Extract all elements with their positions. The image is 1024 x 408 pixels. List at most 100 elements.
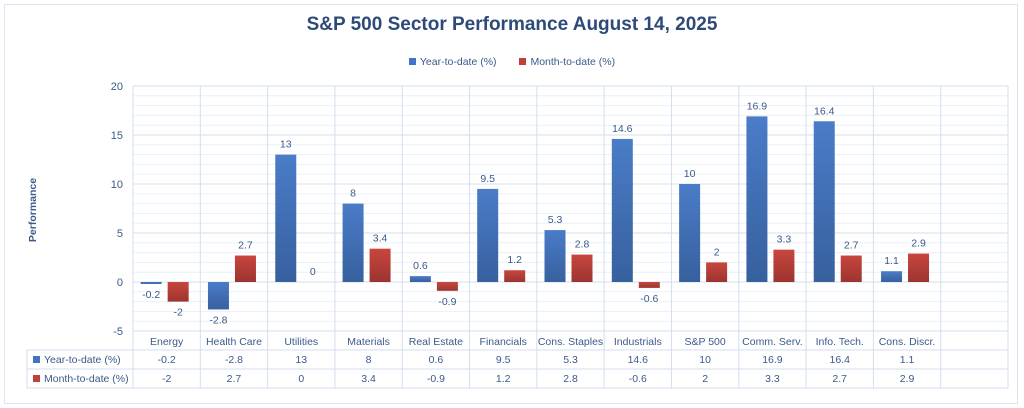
data-label-mtd: 3.4 xyxy=(373,233,388,245)
bar-mtd xyxy=(369,248,391,282)
data-label-mtd: 3.3 xyxy=(777,234,792,246)
table-cell-ytd: 13 xyxy=(295,354,307,366)
data-label-ytd: 9.5 xyxy=(480,173,495,185)
bar-ytd xyxy=(746,116,768,282)
table-cell-mtd: 1.2 xyxy=(496,373,511,385)
x-category-label: Cons. Discr. xyxy=(879,336,936,348)
data-label-ytd: 8 xyxy=(350,188,356,200)
bar-mtd xyxy=(908,253,930,282)
bar-ytd xyxy=(140,282,162,284)
table-cell-ytd: 16.9 xyxy=(762,354,783,366)
bar-ytd xyxy=(813,121,835,282)
table-cell-mtd: 2.7 xyxy=(227,373,242,385)
table-cell-mtd: -0.9 xyxy=(427,373,445,385)
table-cell-ytd: 8 xyxy=(366,354,372,366)
data-label-ytd: 0.6 xyxy=(413,260,428,272)
legend-item-ytd[interactable]: Year-to-date (%) xyxy=(408,56,497,68)
y-tick-label: 10 xyxy=(111,179,123,191)
data-label-ytd: -2.8 xyxy=(209,314,227,326)
x-category-label: Real Estate xyxy=(409,336,463,348)
data-label-mtd: -0.6 xyxy=(640,293,658,305)
table-swatch-mtd xyxy=(33,375,40,382)
table-cell-ytd: -2.8 xyxy=(225,354,243,366)
table-cell-mtd: 2 xyxy=(702,373,708,385)
bar-mtd xyxy=(504,270,526,282)
bar-mtd xyxy=(571,254,593,282)
x-category-label: Materials xyxy=(347,336,390,348)
chart-title: S&P 500 Sector Performance August 14, 20… xyxy=(306,14,718,35)
data-label-mtd: 2.9 xyxy=(911,238,926,250)
data-label-mtd: 2.7 xyxy=(844,240,859,252)
data-label-mtd: -0.9 xyxy=(438,296,456,308)
table-row-label-ytd: Year-to-date (%) xyxy=(44,354,121,366)
legend-swatch-ytd xyxy=(408,58,416,65)
table-cell-mtd: 0 xyxy=(298,373,304,385)
data-label-mtd: 2 xyxy=(714,246,720,258)
table-cell-ytd: 14.6 xyxy=(628,354,649,366)
table-cell-ytd: -0.2 xyxy=(158,354,176,366)
data-label-ytd: 10 xyxy=(684,168,696,180)
bar-mtd xyxy=(773,249,795,282)
data-label-ytd: 16.4 xyxy=(814,105,835,117)
table-cell-ytd: 1.1 xyxy=(900,354,915,366)
y-tick-label: 0 xyxy=(117,277,123,289)
bar-ytd xyxy=(544,230,566,282)
legend-label-ytd: Year-to-date (%) xyxy=(419,56,497,68)
legend-item-mtd[interactable]: Month-to-date (%) xyxy=(519,56,615,68)
data-label-mtd: -2 xyxy=(173,307,182,319)
data-label-mtd: 2.7 xyxy=(238,240,253,252)
bar-ytd xyxy=(342,203,364,282)
table-cell-mtd: 3.4 xyxy=(361,373,376,385)
data-label-ytd: -0.2 xyxy=(142,289,160,301)
bar-ytd xyxy=(679,184,701,282)
bar-ytd xyxy=(611,138,633,282)
y-tick-label: 20 xyxy=(111,81,123,93)
x-category-label: Energy xyxy=(150,336,184,348)
data-label-ytd: 13 xyxy=(280,139,292,151)
table-row-label-mtd: Month-to-date (%) xyxy=(44,373,129,385)
legend-swatch-mtd xyxy=(519,58,527,65)
x-category-label: Financials xyxy=(480,336,527,348)
x-category-label: Health Care xyxy=(206,336,262,348)
table-cell-ytd: 16.4 xyxy=(830,354,851,366)
legend-label-mtd: Month-to-date (%) xyxy=(530,56,616,68)
table-cell-mtd: 2.9 xyxy=(900,373,915,385)
table-swatch-ytd xyxy=(33,356,40,363)
data-label-ytd: 5.3 xyxy=(548,214,563,226)
data-label-ytd: 16.9 xyxy=(747,100,768,112)
data-label-ytd: 14.6 xyxy=(612,123,633,135)
bar-ytd xyxy=(275,154,297,282)
table-cell-mtd: -0.6 xyxy=(629,373,647,385)
table-cell-mtd: 3.3 xyxy=(765,373,780,385)
table-cell-ytd: 10 xyxy=(699,354,711,366)
y-tick-label: 15 xyxy=(111,130,123,142)
x-category-label: Utilities xyxy=(284,336,318,348)
x-category-label: S&P 500 xyxy=(684,336,725,348)
legend: Year-to-date (%) Month-to-date (%) xyxy=(0,56,1024,68)
bar-mtd xyxy=(706,262,728,282)
bar-ytd xyxy=(477,188,499,282)
y-tick-label: 5 xyxy=(117,228,123,240)
table-cell-mtd: 2.7 xyxy=(832,373,847,385)
bar-mtd xyxy=(167,282,189,302)
x-category-label: Cons. Staples xyxy=(538,336,603,348)
bar-mtd xyxy=(638,282,660,288)
data-label-mtd: 1.2 xyxy=(507,254,522,266)
table-cell-ytd: 9.5 xyxy=(496,354,511,366)
data-label-mtd: 2.8 xyxy=(575,239,590,251)
table-cell-ytd: 5.3 xyxy=(563,354,578,366)
bar-mtd xyxy=(234,255,256,282)
x-category-label: Industrials xyxy=(614,336,662,348)
y-tick-label: -5 xyxy=(113,326,123,338)
bar-ytd xyxy=(881,271,903,282)
bar-ytd xyxy=(409,276,431,282)
bar-mtd xyxy=(436,282,458,291)
bar-mtd xyxy=(840,255,862,282)
table-cell-mtd: 2.8 xyxy=(563,373,578,385)
data-label-ytd: 1.1 xyxy=(884,255,899,267)
table-cell-ytd: 0.6 xyxy=(429,354,444,366)
x-category-label: Comm. Serv. xyxy=(742,336,802,348)
table-cell-mtd: -2 xyxy=(162,373,171,385)
data-label-mtd: 0 xyxy=(310,266,316,278)
